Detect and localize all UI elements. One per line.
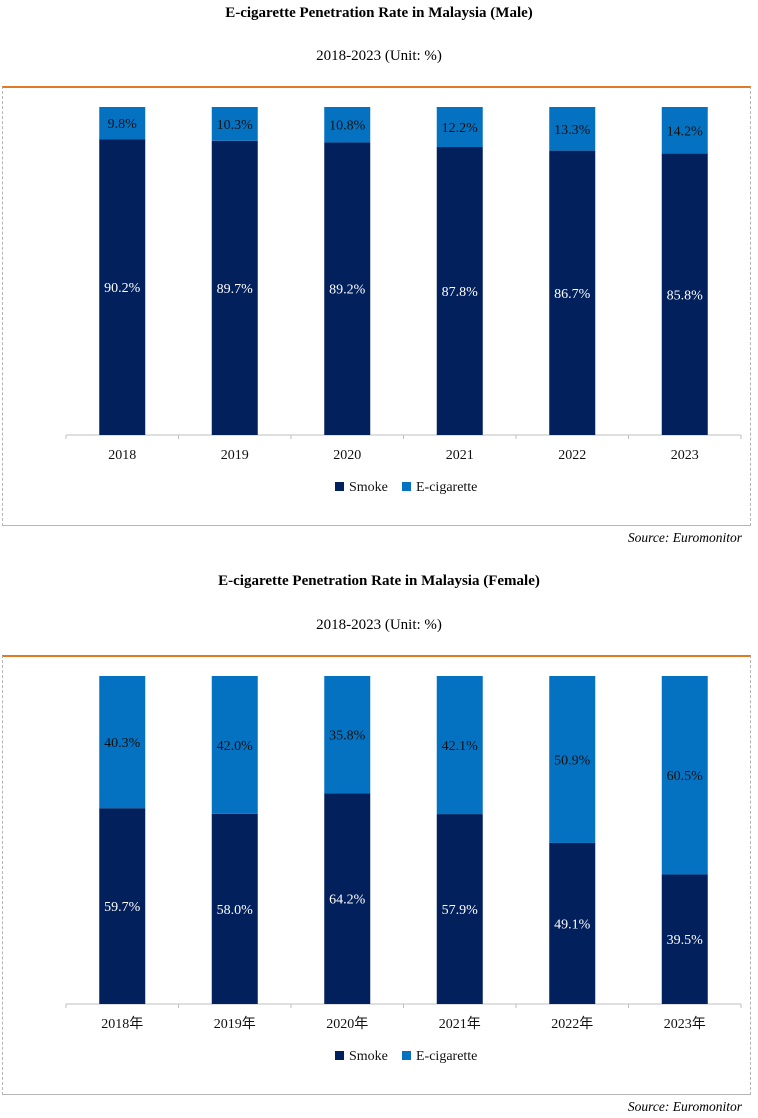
bar-smoke	[549, 842, 596, 1004]
bar-ecigarette	[436, 676, 483, 815]
chart-subtitle-male: 2018-2023 (Unit: %)	[316, 48, 442, 64]
bar-smoke	[436, 814, 483, 1004]
x-tick-label: 2023年	[664, 1016, 706, 1032]
x-tick-label: 2023	[671, 448, 699, 463]
data-label-smoke: 90.2%	[104, 281, 141, 296]
stacked-bar-chart-female: 59.7% 40.3% 2018年 58.0% 42.0% 2019年 64.2% 35.8%…	[65, 676, 742, 1064]
bar-ecigarette	[549, 676, 596, 843]
stacked-bar-chart-male: 90.2% 9.8% 2018 89.7% 10.3% 2019 89.2% 10.8% 202…	[65, 107, 742, 495]
data-label-smoke: 64.2%	[329, 893, 366, 908]
legend-label-smoke: Smoke	[349, 1049, 388, 1064]
x-tick-label: 2021	[446, 448, 474, 463]
bar-smoke	[436, 147, 483, 435]
bar-ecigarette	[324, 107, 371, 143]
bar-smoke	[324, 142, 371, 435]
data-label-smoke: 87.8%	[442, 285, 479, 300]
bar-smoke	[324, 793, 371, 1004]
bar-smoke	[211, 140, 258, 435]
x-tick-label: 2021年	[439, 1016, 481, 1032]
data-label-smoke: 59.7%	[104, 900, 141, 915]
data-label-ecigarette: 13.3%	[554, 123, 591, 138]
chart-frame-male	[2, 86, 751, 526]
x-tick-label: 2020	[333, 448, 361, 463]
data-label-ecigarette: 50.9%	[554, 753, 591, 768]
bar-smoke	[211, 813, 258, 1004]
chart-frame-female	[2, 655, 751, 1095]
bar-smoke	[661, 153, 708, 435]
bar-ecigarette	[661, 676, 708, 875]
data-label-ecigarette: 10.3%	[217, 118, 254, 133]
legend-label-ecigarette: E-cigarette	[416, 480, 477, 495]
x-tick-label: 2019	[221, 448, 249, 463]
data-label-smoke: 58.0%	[217, 903, 254, 918]
data-label-ecigarette: 60.5%	[667, 769, 704, 784]
legend-label-smoke: Smoke	[349, 480, 388, 495]
x-tick-label: 2022年	[551, 1016, 593, 1032]
data-label-smoke: 85.8%	[667, 288, 704, 303]
data-label-ecigarette: 42.1%	[442, 739, 479, 754]
legend-swatch-smoke	[335, 1051, 344, 1060]
data-label-smoke: 89.7%	[217, 282, 254, 297]
data-label-smoke: 57.9%	[442, 903, 479, 918]
bar-smoke	[661, 874, 708, 1004]
chart-title-female: E-cigarette Penetration Rate in Malaysia…	[218, 573, 540, 589]
data-label-ecigarette: 12.2%	[442, 121, 479, 136]
data-label-ecigarette: 35.8%	[329, 729, 366, 744]
bar-ecigarette	[99, 107, 146, 140]
legend-label-ecigarette: E-cigarette	[416, 1049, 477, 1064]
x-tick-label: 2018年	[101, 1016, 143, 1032]
legend-swatch-ecigarette	[402, 1051, 411, 1060]
data-label-ecigarette: 10.8%	[329, 119, 366, 134]
source-note-male: Source: Euromonitor	[627, 530, 742, 545]
x-tick-label: 2020年	[326, 1016, 368, 1032]
bar-ecigarette	[99, 676, 146, 809]
bar-ecigarette	[549, 107, 596, 151]
bar-smoke	[99, 139, 146, 436]
chart-subtitle-female: 2018-2023 (Unit: %)	[316, 617, 442, 633]
bar-smoke	[99, 808, 146, 1004]
bar-ecigarette	[211, 676, 258, 814]
data-label-smoke: 39.5%	[667, 933, 704, 948]
x-tick-label: 2019年	[214, 1016, 256, 1032]
source-note-female: Source: Euromonitor	[627, 1099, 742, 1114]
data-label-smoke: 89.2%	[329, 283, 366, 298]
bar-ecigarette	[324, 676, 371, 794]
chart-title-male: E-cigarette Penetration Rate in Malaysia…	[225, 5, 533, 21]
bar-ecigarette	[211, 107, 258, 141]
data-label-smoke: 49.1%	[554, 917, 591, 932]
bar-ecigarette	[661, 107, 708, 154]
data-label-ecigarette: 9.8%	[108, 117, 138, 132]
legend-swatch-ecigarette	[402, 482, 411, 491]
legend-swatch-smoke	[335, 482, 344, 491]
bar-ecigarette	[436, 107, 483, 148]
data-label-smoke: 86.7%	[554, 287, 591, 302]
data-label-ecigarette: 42.0%	[217, 739, 254, 754]
x-tick-label: 2018	[108, 448, 136, 463]
x-tick-label: 2022	[558, 448, 586, 463]
bar-smoke	[549, 150, 596, 435]
data-label-ecigarette: 40.3%	[104, 736, 141, 751]
data-label-ecigarette: 14.2%	[667, 124, 704, 139]
